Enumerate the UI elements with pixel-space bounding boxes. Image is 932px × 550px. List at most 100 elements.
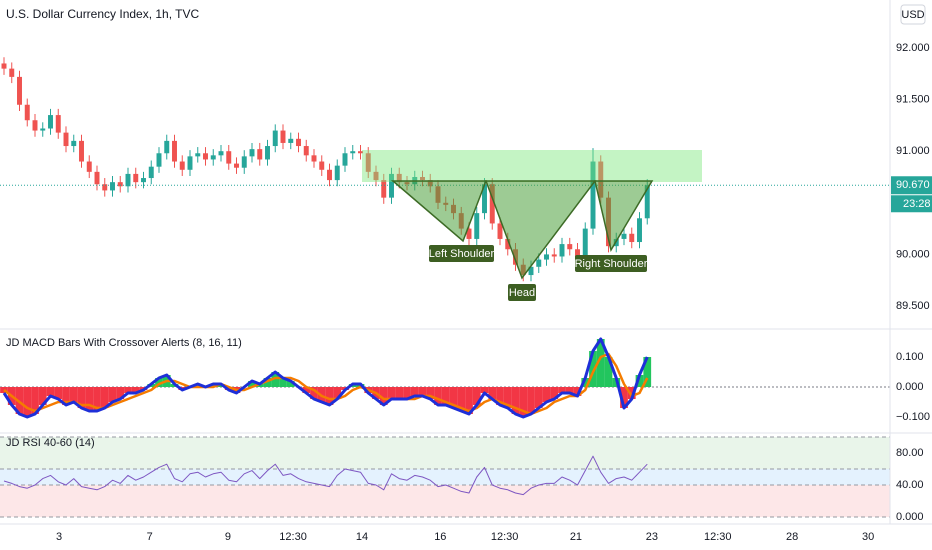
histogram-bar — [310, 387, 318, 399]
histogram-bar — [387, 387, 396, 399]
histogram-bar — [395, 387, 404, 399]
histogram-bar — [604, 357, 613, 387]
histogram-bar — [434, 387, 442, 405]
currency-label[interactable]: USD — [901, 9, 924, 21]
x-tick-label: 16 — [434, 531, 446, 543]
x-tick-label: 3 — [56, 531, 62, 543]
label-box — [508, 284, 536, 301]
candle-body — [365, 153, 371, 172]
pattern-label: Right Shoulder — [575, 258, 648, 270]
candle-body — [226, 151, 232, 164]
y-tick-label: 91.000 — [896, 145, 930, 157]
x-tick-label: 21 — [570, 531, 582, 543]
candle-body — [327, 169, 332, 181]
candle-body — [559, 244, 565, 257]
indicator-line — [3, 352, 649, 416]
candle-body — [296, 138, 301, 147]
candle-body — [1, 63, 7, 69]
y-tick-label: 0.000 — [896, 511, 924, 523]
histogram-bar — [542, 387, 551, 402]
candle-body — [218, 151, 224, 156]
rsi-band — [0, 485, 890, 517]
candle-body — [71, 140, 77, 147]
candle-body — [210, 155, 216, 160]
histogram-bar — [550, 387, 559, 399]
candle-body — [303, 146, 309, 156]
histogram-bar — [620, 387, 628, 408]
y-tick-label: 0.000 — [896, 381, 924, 393]
candle-body — [373, 171, 379, 181]
histogram-bar — [496, 387, 504, 405]
histogram-bar — [635, 375, 644, 387]
histogram-bar — [93, 387, 101, 411]
histogram-bar — [449, 387, 458, 408]
candle-body — [102, 184, 108, 191]
candle-body — [79, 140, 84, 162]
countdown-label: 23:28 — [903, 198, 931, 210]
candle-body — [24, 104, 30, 121]
label-box — [575, 255, 647, 272]
last-price-box — [891, 176, 932, 195]
histogram-bar — [527, 387, 535, 414]
y-tick-label: 40.00 — [896, 479, 924, 491]
head-and-shoulders-pattern: Left Shoulder Head Right Shoulder — [362, 150, 702, 301]
candle-body — [528, 266, 534, 276]
histogram-bar — [465, 387, 473, 414]
candle-body — [203, 153, 208, 160]
candle-body — [288, 138, 294, 143]
histogram-bar — [643, 357, 652, 387]
candle-body — [590, 161, 596, 229]
histogram-bar — [403, 387, 411, 399]
candle-body — [575, 249, 580, 260]
candle-body — [125, 173, 131, 187]
y-tick-label: −0.100 — [896, 411, 930, 423]
histogram-bar — [116, 387, 125, 399]
candle-body — [195, 153, 201, 157]
candle-body — [48, 115, 53, 129]
x-tick-label: 28 — [786, 531, 798, 543]
candle-body — [234, 163, 239, 168]
candle-body — [311, 155, 317, 162]
y-tick-label: 91.500 — [896, 94, 930, 106]
histogram-bar — [38, 387, 47, 405]
y-tick-label: 0.100 — [896, 351, 924, 363]
indicator-title: JD MACD Bars With Crossover Alerts (8, 1… — [6, 337, 242, 349]
x-tick-label: 7 — [147, 531, 153, 543]
histogram-bar — [77, 387, 86, 408]
rsi-band — [0, 469, 890, 485]
candle-body — [148, 166, 154, 179]
histogram-bar — [573, 387, 582, 396]
currency-button[interactable] — [900, 4, 926, 25]
right-shoulder-shape — [594, 180, 654, 252]
candle-body — [582, 228, 588, 260]
candle-body — [164, 140, 170, 154]
candle-body — [55, 115, 61, 133]
candle-body — [86, 161, 92, 172]
histogram-bar — [31, 387, 39, 414]
candle-body — [141, 178, 146, 183]
histogram-bar — [124, 387, 132, 393]
candle-body — [63, 132, 69, 147]
last-price-label: 90.670 — [896, 179, 930, 191]
candle-body — [358, 151, 363, 154]
histogram-bar — [108, 387, 117, 402]
histogram-bar — [302, 387, 311, 393]
histogram-bar — [565, 387, 574, 393]
pane-backgrounds — [0, 437, 890, 517]
candle-body — [249, 149, 255, 157]
histogram-bar — [46, 387, 55, 396]
y-tick-label: 92.000 — [896, 42, 930, 54]
candle-body — [110, 182, 115, 191]
candle-body — [536, 259, 542, 267]
x-tick-label: 12:30 — [491, 531, 519, 543]
histogram-bar — [54, 387, 63, 399]
x-tick-label: 23 — [646, 531, 658, 543]
plot-area — [0, 57, 890, 518]
candle-body — [381, 180, 387, 198]
y-tick-label: 90.000 — [896, 248, 930, 260]
candle-body — [32, 120, 38, 131]
candle-body — [133, 173, 139, 183]
chart-title: U.S. Dollar Currency Index, 1h, TVC — [6, 7, 200, 21]
candle-body — [40, 128, 46, 131]
